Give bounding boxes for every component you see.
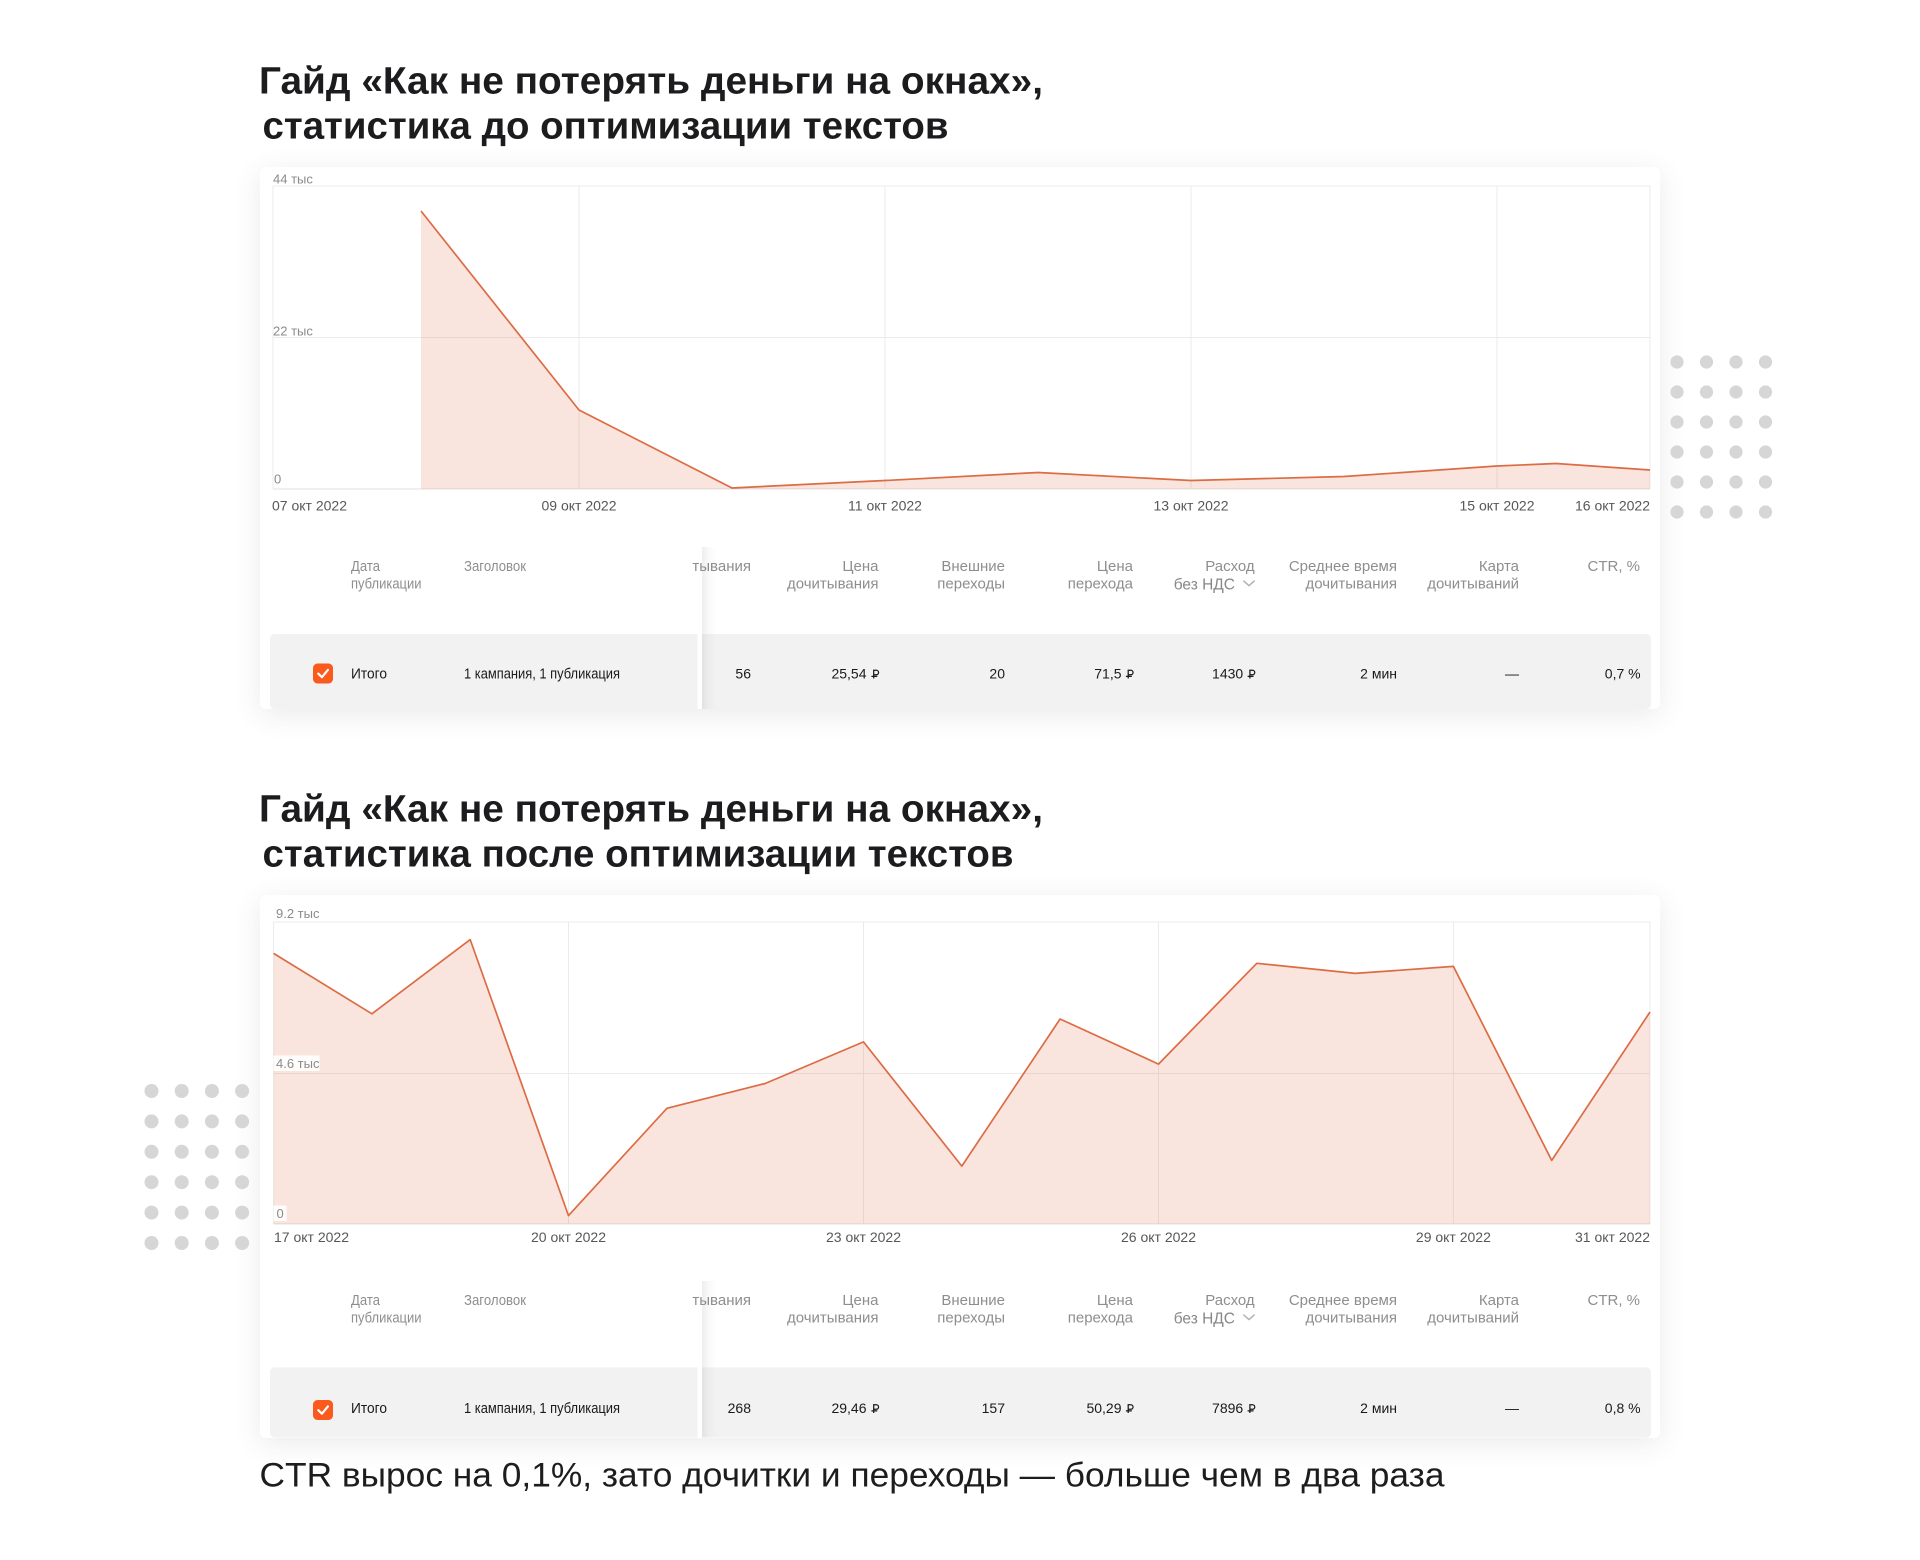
svg-text:9.2 тыс: 9.2 тыс: [276, 906, 320, 921]
svg-text:дочитывания: дочитывания: [787, 575, 879, 592]
svg-text:1 кампания, 1 публикация: 1 кампания, 1 публикация: [464, 1401, 620, 1417]
svg-text:—: —: [1505, 666, 1519, 682]
svg-text:CTR вырос на 0,1%, зато дочитк: CTR вырос на 0,1%, зато дочитки и перехо…: [260, 1457, 1445, 1495]
svg-text:Цена: Цена: [842, 558, 879, 575]
svg-text:16 окт 2022: 16 окт 2022: [1575, 497, 1650, 513]
svg-text:4.6 тыс: 4.6 тыс: [276, 1056, 320, 1071]
svg-text:Гайд «Как не потерять деньги н: Гайд «Как не потерять деньги на окнах»,: [259, 788, 1043, 830]
svg-text:Карта: Карта: [1479, 1292, 1520, 1309]
svg-text:тывания: тывания: [692, 1292, 751, 1309]
svg-text:1430: 1430: [1212, 666, 1243, 682]
svg-text:дочитывания: дочитывания: [1305, 575, 1397, 592]
svg-text:—: —: [1505, 1400, 1519, 1416]
svg-text:CTR, %: CTR, %: [1588, 1292, 1641, 1309]
svg-text:публикации: публикации: [351, 575, 422, 592]
svg-text:Внешние: Внешние: [941, 1292, 1005, 1309]
svg-text:71,5: 71,5: [1094, 666, 1121, 682]
svg-text:Цена: Цена: [1097, 558, 1134, 575]
svg-text:22 тыс: 22 тыс: [273, 324, 313, 339]
svg-text:2 мин: 2 мин: [1360, 1400, 1397, 1416]
svg-text:26 окт 2022: 26 окт 2022: [1121, 1229, 1196, 1245]
svg-text:44 тыс: 44 тыс: [273, 171, 313, 186]
svg-text:статистика после оптимизации т: статистика после оптимизации текстов: [263, 833, 1014, 875]
svg-text:29,46: 29,46: [831, 1400, 866, 1416]
svg-text:268: 268: [728, 1400, 752, 1416]
svg-text:Заголовок: Заголовок: [464, 1292, 526, 1309]
svg-text:Цена: Цена: [1097, 1292, 1134, 1309]
svg-text:дочитываний: дочитываний: [1427, 575, 1519, 592]
svg-text:20 окт 2022: 20 окт 2022: [531, 1229, 606, 1245]
svg-text:07 окт 2022: 07 окт 2022: [272, 497, 347, 513]
svg-text:дочитывания: дочитывания: [1305, 1309, 1397, 1326]
svg-text:23 окт 2022: 23 окт 2022: [826, 1229, 901, 1245]
svg-text:Внешние: Внешние: [941, 558, 1005, 575]
svg-text:Итого: Итого: [351, 1401, 387, 1417]
svg-text:Дата: Дата: [351, 558, 381, 575]
svg-text:Итого: Итого: [351, 667, 387, 683]
svg-text:Расход: Расход: [1205, 1292, 1255, 1309]
svg-text:29 окт 2022: 29 окт 2022: [1416, 1229, 1491, 1245]
svg-text:перехода: перехода: [1068, 575, 1134, 592]
svg-text:1 кампания, 1 публикация: 1 кампания, 1 публикация: [464, 667, 620, 683]
svg-text:13 окт 2022: 13 окт 2022: [1154, 497, 1229, 513]
svg-text:статистика до оптимизации текс: статистика до оптимизации текстов: [263, 105, 949, 147]
svg-text:50,29: 50,29: [1086, 1400, 1121, 1416]
svg-text:20: 20: [989, 666, 1005, 682]
svg-text:157: 157: [982, 1400, 1006, 1416]
svg-text:Гайд «Как не потерять деньги н: Гайд «Как не потерять деньги на окнах»,: [259, 60, 1043, 102]
svg-text:7896: 7896: [1212, 1400, 1243, 1416]
svg-text:11 окт 2022: 11 окт 2022: [848, 497, 922, 513]
svg-text:0: 0: [274, 472, 281, 487]
svg-text:0,8 %: 0,8 %: [1605, 1400, 1641, 1416]
svg-text:Среднее время: Среднее время: [1289, 1292, 1397, 1309]
svg-text:56: 56: [735, 666, 751, 682]
svg-text:без НДС: без НДС: [1174, 1310, 1235, 1327]
svg-text:0,7 %: 0,7 %: [1605, 666, 1641, 682]
svg-text:без НДС: без НДС: [1174, 576, 1235, 593]
svg-text:переходы: переходы: [937, 575, 1005, 592]
svg-text:Дата: Дата: [351, 1292, 381, 1309]
svg-text:публикации: публикации: [351, 1309, 422, 1326]
svg-text:дочитываний: дочитываний: [1427, 1309, 1519, 1326]
svg-text:тывания: тывания: [692, 558, 751, 575]
svg-text:31 окт 2022: 31 окт 2022: [1575, 1229, 1650, 1245]
svg-text:25,54: 25,54: [831, 666, 866, 682]
svg-text:09 окт 2022: 09 окт 2022: [542, 497, 617, 513]
svg-text:Среднее время: Среднее время: [1289, 558, 1397, 575]
svg-text:Карта: Карта: [1479, 558, 1520, 575]
svg-text:2 мин: 2 мин: [1360, 666, 1397, 682]
svg-text:0: 0: [277, 1206, 284, 1221]
svg-text:CTR, %: CTR, %: [1588, 558, 1641, 575]
svg-text:Заголовок: Заголовок: [464, 558, 526, 575]
svg-text:Цена: Цена: [842, 1292, 879, 1309]
svg-text:перехода: перехода: [1068, 1309, 1134, 1326]
svg-text:17 окт 2022: 17 окт 2022: [274, 1229, 349, 1245]
svg-text:переходы: переходы: [937, 1309, 1005, 1326]
svg-text:Расход: Расход: [1205, 558, 1255, 575]
svg-text:дочитывания: дочитывания: [787, 1309, 879, 1326]
svg-text:15 окт 2022: 15 окт 2022: [1460, 497, 1535, 513]
